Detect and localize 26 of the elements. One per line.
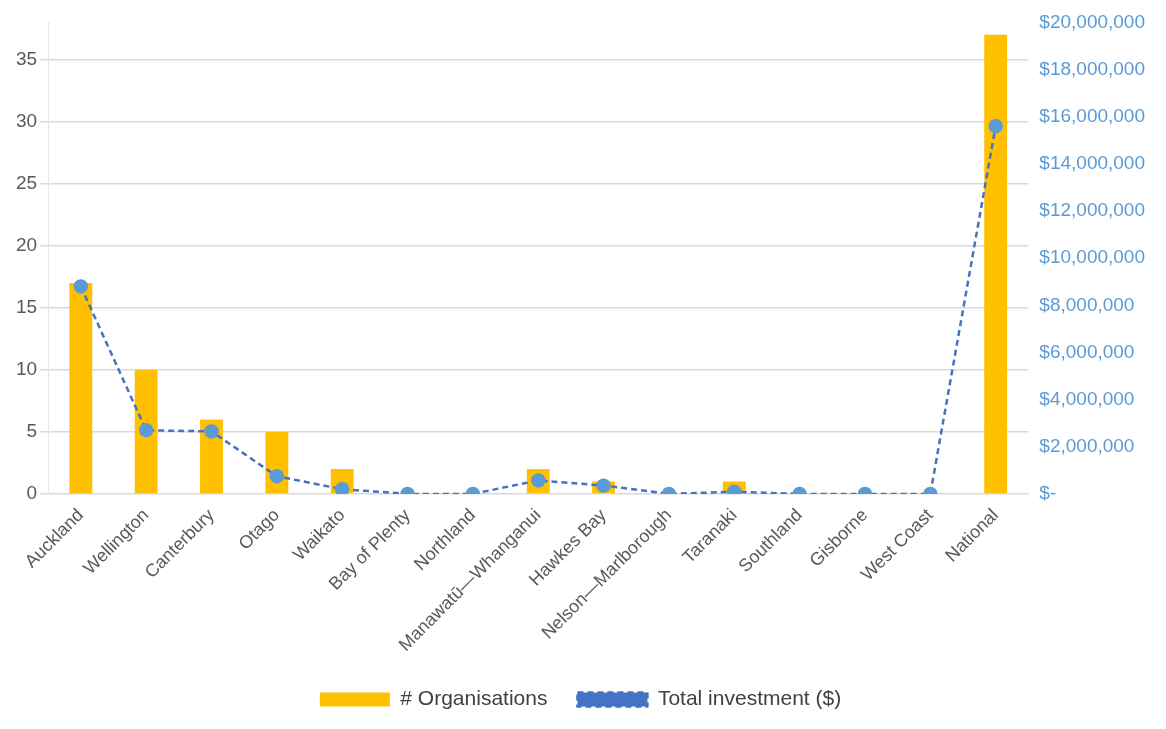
- y2-tick-label: $16,000,000: [1039, 104, 1146, 126]
- y2-tick-label: $4,000,000: [1039, 387, 1135, 409]
- y2-tick-label: $-: [1039, 482, 1057, 504]
- y-tick-label: 25: [15, 171, 38, 193]
- y-tick-label: 15: [15, 296, 38, 318]
- bar: [69, 282, 93, 494]
- y-tick-label: 10: [15, 358, 38, 380]
- y2-tick-label: $2,000,000: [1039, 434, 1135, 456]
- y2-tick-label: $6,000,000: [1039, 340, 1135, 362]
- y2-tick-label: $12,000,000: [1039, 199, 1146, 221]
- y2-tick-label: $14,000,000: [1039, 152, 1146, 174]
- point: [73, 279, 89, 294]
- legend-label: # Organisations: [400, 686, 548, 710]
- y-tick-label: 5: [26, 420, 38, 442]
- y-tick-label: 0: [26, 482, 38, 504]
- bar: [984, 34, 1008, 494]
- legend-label: Total investment ($): [657, 686, 842, 710]
- point: [988, 118, 1003, 134]
- y2-tick-label: $18,000,000: [1039, 57, 1146, 79]
- y-tick-label: 20: [15, 233, 38, 255]
- y2-tick-label: $10,000,000: [1039, 246, 1146, 268]
- y-tick-label: 30: [15, 109, 38, 131]
- y-tick-label: 35: [15, 47, 38, 69]
- y2-tick-label: $20,000,000: [1039, 10, 1146, 32]
- y2-tick-label: $8,000,000: [1039, 293, 1135, 315]
- bar: [134, 369, 158, 494]
